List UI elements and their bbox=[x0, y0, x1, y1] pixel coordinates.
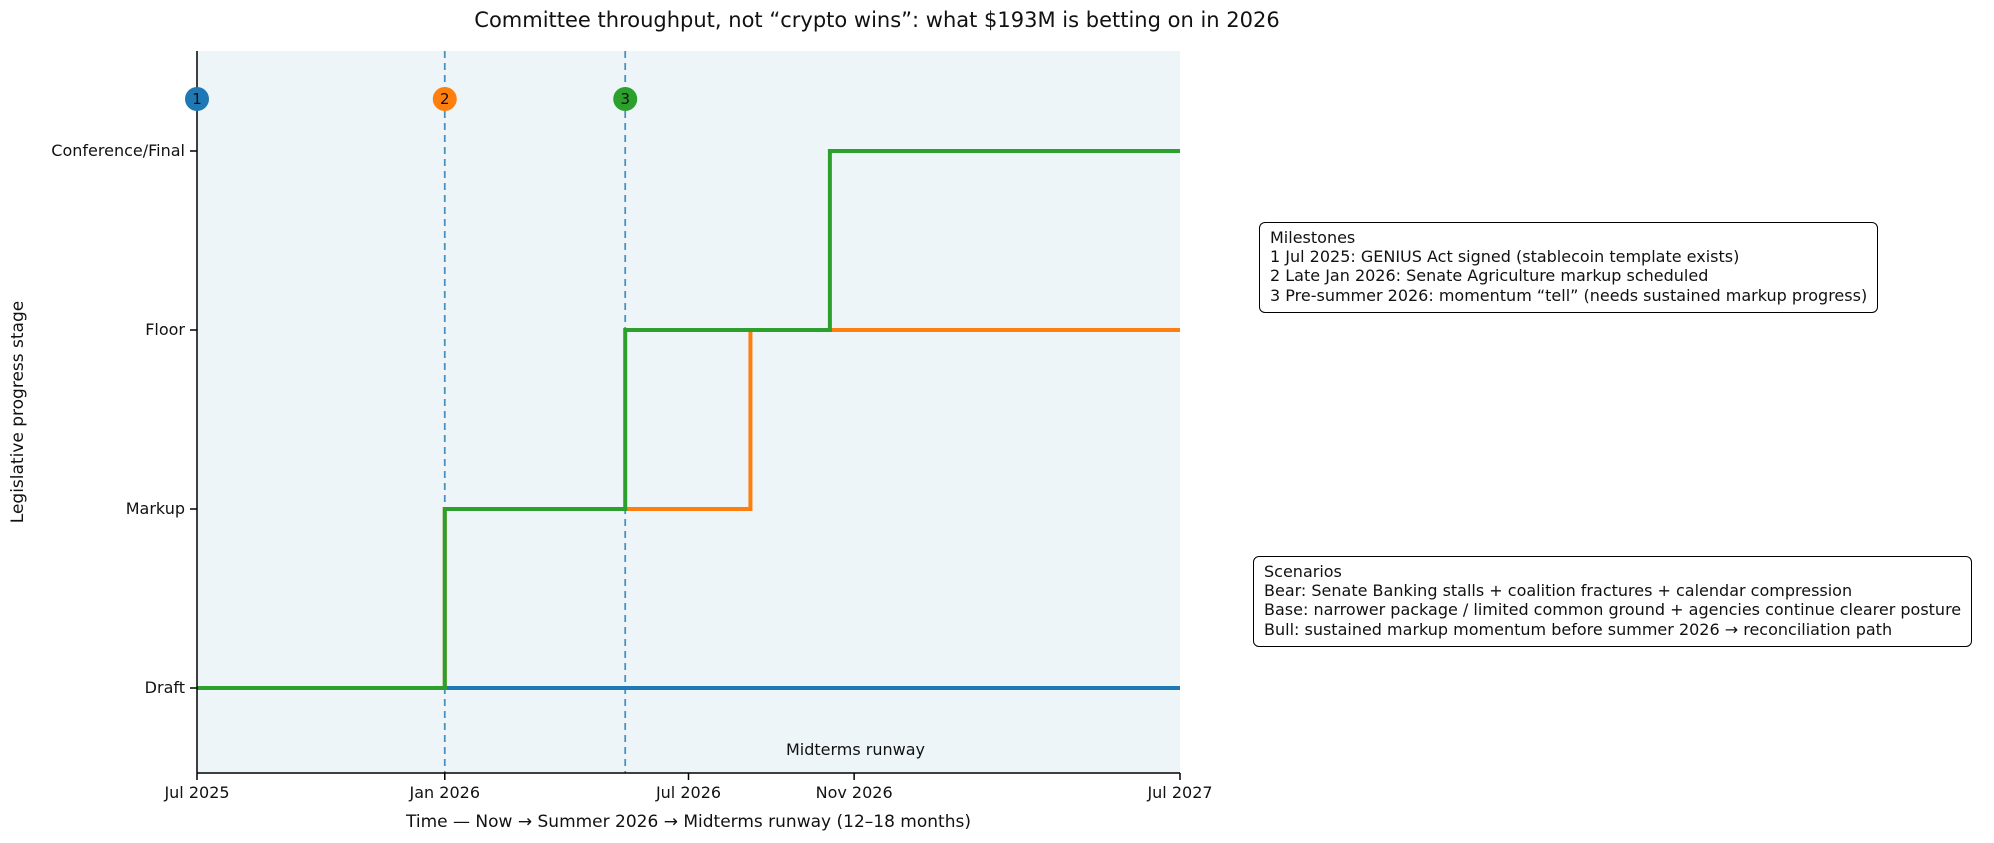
milestone-marker-number: 3 bbox=[620, 90, 630, 108]
scenario-item-base: Base: narrower package / limited common … bbox=[1264, 600, 1962, 620]
milestone-item-2: 2 Late Jan 2026: Senate Agriculture mark… bbox=[1270, 266, 1709, 286]
ytick-label-floor: Floor bbox=[145, 320, 185, 339]
series-line-bull bbox=[197, 149, 1180, 690]
ytick-label-draft: Draft bbox=[144, 678, 185, 697]
milestone-marker-number: 1 bbox=[192, 90, 202, 108]
y-axis-label: Legislative progress stage bbox=[8, 300, 28, 524]
scenarios-heading: Scenarios bbox=[1264, 562, 1342, 581]
milestone-item-3: 3 Pre-summer 2026: momentum “tell” (need… bbox=[1270, 285, 1868, 305]
x-axis-label: Time — Now → Summer 2026 → Midterms runw… bbox=[406, 812, 971, 832]
milestone-marker-2 bbox=[432, 87, 457, 111]
scenario-item-bull: Bull: sustained markup momentum before s… bbox=[1264, 619, 1893, 639]
midterms-runway-label: Midterms runway bbox=[786, 740, 925, 759]
milestone-marker-number: 2 bbox=[440, 90, 450, 108]
plot-background bbox=[197, 51, 1180, 773]
xtick-label-nov-2026: Nov 2026 bbox=[815, 783, 893, 802]
ytick-label-conference: Conference/Final bbox=[51, 141, 185, 160]
ytick-label-markup: Markup bbox=[125, 499, 185, 518]
xtick-label-jul-2026: Jul 2026 bbox=[655, 783, 722, 802]
scenario-item-bear: Bear: Senate Banking stalls + coalition … bbox=[1264, 581, 1853, 601]
chart-title: Committee throughput, not “crypto wins”:… bbox=[474, 8, 1280, 32]
milestones-heading: Milestones bbox=[1270, 228, 1356, 247]
milestones-box: Milestones 1 Jul 2025: GENIUS Act signed… bbox=[1259, 222, 1879, 313]
xtick-label-jul-2027: Jul 2027 bbox=[1147, 783, 1213, 802]
milestone-marker-3 bbox=[613, 87, 638, 111]
milestone-marker-1 bbox=[185, 87, 209, 111]
milestone-item-1: 1 Jul 2025: GENIUS Act signed (stablecoi… bbox=[1270, 247, 1740, 267]
xtick-label-jul-2025: Jul 2025 bbox=[164, 783, 230, 802]
xtick-label-jan-2026: Jan 2026 bbox=[409, 783, 480, 802]
scenarios-box: Scenarios Bear: Senate Banking stalls + … bbox=[1253, 556, 1973, 647]
